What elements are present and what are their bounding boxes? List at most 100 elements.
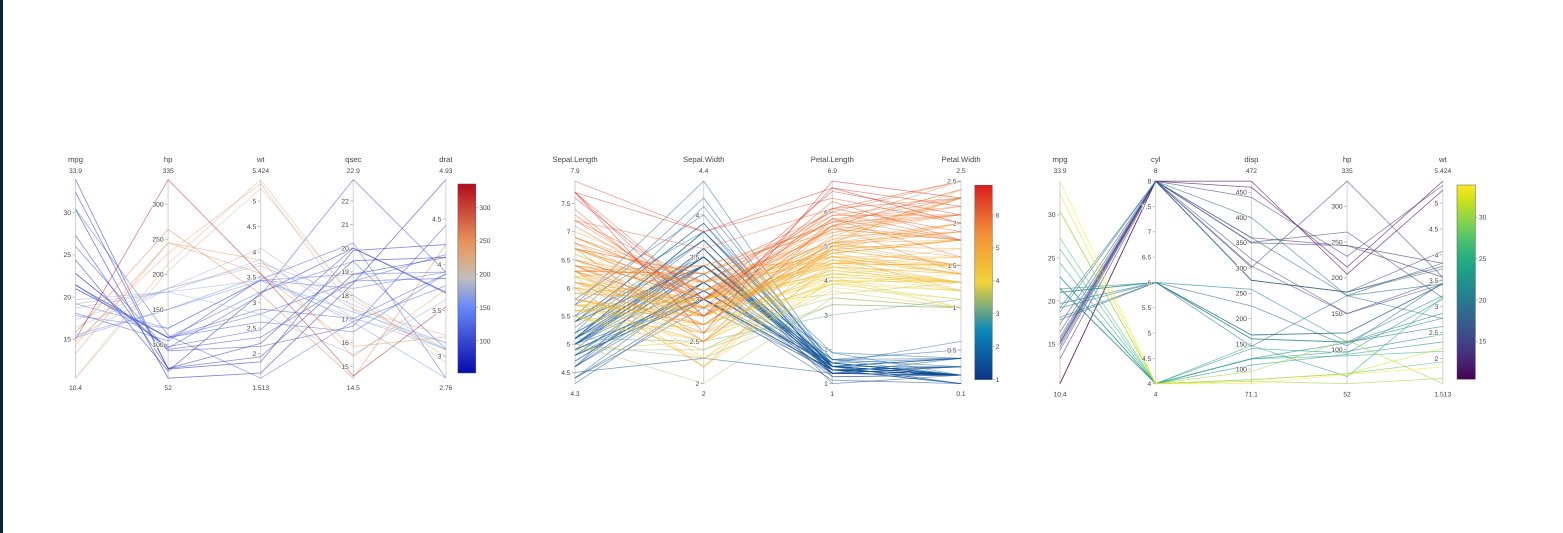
- svg-text:0.1: 0.1: [956, 391, 966, 398]
- svg-text:350: 350: [1236, 240, 1247, 247]
- svg-text:5.5: 5.5: [1142, 305, 1152, 312]
- svg-text:wt: wt: [1438, 155, 1448, 164]
- svg-text:250: 250: [479, 238, 490, 245]
- svg-text:200: 200: [479, 272, 490, 279]
- svg-text:3: 3: [1435, 304, 1439, 311]
- svg-text:1.513: 1.513: [252, 385, 269, 392]
- svg-text:4.3: 4.3: [570, 391, 580, 398]
- svg-text:10.4: 10.4: [69, 385, 82, 392]
- svg-text:4.4: 4.4: [699, 168, 709, 175]
- svg-text:30: 30: [1479, 215, 1487, 222]
- svg-text:21: 21: [341, 222, 349, 229]
- svg-text:5.424: 5.424: [1434, 168, 1451, 175]
- svg-text:300: 300: [152, 202, 163, 209]
- svg-text:5.5: 5.5: [561, 314, 571, 321]
- svg-text:33.9: 33.9: [69, 168, 82, 175]
- svg-text:Sepal.Width: Sepal.Width: [683, 155, 724, 164]
- svg-text:10.4: 10.4: [1053, 391, 1066, 398]
- svg-text:3.5: 3.5: [1429, 278, 1439, 285]
- svg-text:0.5: 0.5: [947, 347, 957, 354]
- svg-text:wt: wt: [256, 155, 266, 164]
- svg-text:17: 17: [341, 316, 349, 323]
- svg-text:15: 15: [341, 364, 349, 371]
- svg-text:disp: disp: [1244, 155, 1258, 164]
- svg-text:300: 300: [1331, 204, 1342, 211]
- svg-text:1: 1: [830, 391, 834, 398]
- svg-text:8: 8: [1147, 179, 1151, 186]
- svg-text:22.9: 22.9: [347, 168, 360, 175]
- svg-text:20: 20: [1048, 298, 1056, 305]
- svg-text:3: 3: [996, 311, 1000, 318]
- svg-text:150: 150: [1331, 311, 1342, 318]
- svg-text:2: 2: [252, 351, 256, 358]
- svg-text:25: 25: [1048, 255, 1056, 262]
- svg-text:6: 6: [1147, 280, 1151, 287]
- svg-text:150: 150: [152, 307, 163, 314]
- svg-text:52: 52: [164, 385, 172, 392]
- svg-text:15: 15: [1048, 341, 1056, 348]
- svg-text:8: 8: [1154, 168, 1158, 175]
- svg-text:4.5: 4.5: [432, 216, 442, 223]
- svg-text:20: 20: [341, 246, 349, 253]
- svg-text:250: 250: [152, 237, 163, 244]
- svg-text:hp: hp: [1343, 155, 1352, 164]
- svg-text:150: 150: [479, 305, 490, 312]
- svg-text:100: 100: [152, 342, 163, 349]
- svg-text:5: 5: [1147, 330, 1151, 337]
- svg-text:Petal.Width: Petal.Width: [941, 155, 980, 164]
- svg-text:5: 5: [252, 199, 256, 206]
- svg-text:2: 2: [824, 347, 828, 354]
- svg-text:100: 100: [1236, 367, 1247, 374]
- svg-text:33.9: 33.9: [1053, 168, 1066, 175]
- svg-text:7: 7: [1147, 229, 1151, 236]
- svg-text:6.5: 6.5: [561, 257, 571, 264]
- svg-text:71.1: 71.1: [1245, 391, 1258, 398]
- svg-text:2.5: 2.5: [956, 168, 966, 175]
- svg-text:200: 200: [1331, 275, 1342, 282]
- svg-text:300: 300: [1236, 265, 1247, 272]
- svg-text:7.5: 7.5: [561, 201, 571, 208]
- svg-text:2: 2: [996, 344, 1000, 351]
- svg-text:hp: hp: [164, 155, 173, 164]
- svg-text:25: 25: [1479, 256, 1487, 263]
- svg-text:3.5: 3.5: [690, 254, 700, 261]
- svg-text:22: 22: [341, 198, 349, 205]
- svg-text:1.5: 1.5: [947, 263, 957, 270]
- svg-text:5: 5: [567, 342, 571, 349]
- svg-text:6: 6: [567, 285, 571, 292]
- svg-text:6.9: 6.9: [828, 168, 838, 175]
- svg-text:mpg: mpg: [68, 155, 83, 164]
- svg-text:1: 1: [824, 381, 828, 388]
- svg-text:3: 3: [438, 354, 442, 361]
- svg-text:335: 335: [163, 168, 174, 175]
- svg-text:1: 1: [996, 377, 1000, 384]
- svg-text:30: 30: [64, 210, 72, 217]
- svg-text:1.513: 1.513: [1434, 391, 1451, 398]
- svg-text:6: 6: [824, 209, 828, 216]
- svg-text:15: 15: [64, 337, 72, 344]
- svg-text:5.424: 5.424: [252, 168, 269, 175]
- svg-text:6.5: 6.5: [1142, 255, 1152, 262]
- svg-text:20: 20: [64, 294, 72, 301]
- svg-text:300: 300: [479, 205, 490, 212]
- svg-text:3.5: 3.5: [432, 308, 442, 315]
- svg-text:2.5: 2.5: [1429, 330, 1439, 337]
- svg-text:4: 4: [1147, 381, 1151, 388]
- svg-text:250: 250: [1331, 239, 1342, 246]
- svg-text:4.93: 4.93: [439, 168, 452, 175]
- svg-text:5: 5: [1435, 201, 1439, 208]
- svg-text:100: 100: [1331, 347, 1342, 354]
- svg-text:16: 16: [341, 340, 349, 347]
- svg-text:200: 200: [1236, 316, 1247, 323]
- svg-text:6: 6: [996, 212, 1000, 219]
- svg-text:4: 4: [695, 212, 699, 219]
- svg-text:2: 2: [702, 391, 706, 398]
- svg-text:400: 400: [1236, 215, 1247, 222]
- svg-text:3: 3: [824, 312, 828, 319]
- svg-text:3.5: 3.5: [247, 275, 257, 282]
- svg-text:14.5: 14.5: [347, 385, 360, 392]
- svg-text:20: 20: [1479, 297, 1487, 304]
- svg-text:2: 2: [953, 221, 957, 228]
- svg-text:100: 100: [479, 338, 490, 345]
- svg-text:200: 200: [152, 272, 163, 279]
